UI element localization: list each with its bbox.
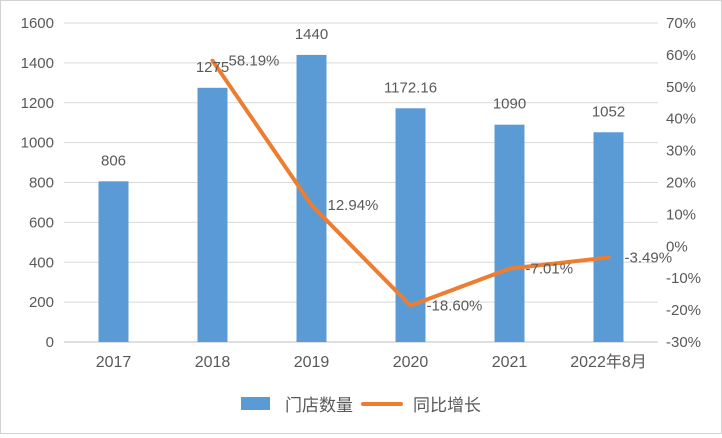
line-data-label: 58.19% xyxy=(229,53,280,70)
right-axis-tick-label: -10% xyxy=(666,270,701,287)
bar-data-label: 1172.16 xyxy=(384,79,437,96)
bar-data-label: 1090 xyxy=(493,96,526,113)
legend-item-yoy-growth[interactable]: 同比增长 xyxy=(353,391,481,416)
right-axis-tick-label: 20% xyxy=(666,175,696,192)
left-axis-tick-label: 1200 xyxy=(21,95,54,112)
bar-data-label: 1052 xyxy=(592,103,625,120)
right-axis-tick-label: 30% xyxy=(666,143,696,160)
right-axis-tick-label: 10% xyxy=(666,206,696,223)
left-axis-tick-label: 1400 xyxy=(21,55,54,72)
yoy-growth-line[interactable] xyxy=(210,58,611,308)
x-axis-category-label: 2021 xyxy=(492,354,528,371)
left-axis-tick-label: 400 xyxy=(29,254,54,271)
left-axis-tick-label: 200 xyxy=(29,294,54,311)
legend: 门店数量 同比增长 xyxy=(1,391,721,416)
left-axis-tick-label: 0 xyxy=(46,334,54,351)
right-axis-tick-label: 70% xyxy=(666,15,696,32)
line-data-label: -18.60% xyxy=(427,298,483,315)
line-swatch-icon xyxy=(361,401,403,406)
bar-data-label: 1440 xyxy=(295,26,328,43)
legend-item-store-count[interactable]: 门店数量 xyxy=(241,391,353,416)
line-data-label: 12.94% xyxy=(328,197,379,214)
bar-data-label: 806 xyxy=(101,152,126,169)
right-axis-tick-label: 0% xyxy=(666,238,688,255)
x-axis-category-label: 2017 xyxy=(96,354,132,371)
left-axis-tick-label: 800 xyxy=(29,175,54,192)
right-axis-tick-label: 40% xyxy=(666,111,696,128)
bar-swatch-icon xyxy=(241,397,270,410)
x-axis-category-label: 2018 xyxy=(195,354,231,371)
bar-2018[interactable] xyxy=(197,87,228,342)
bar-2022年8月[interactable] xyxy=(593,132,624,342)
right-axis-tick-label: 50% xyxy=(666,79,696,96)
bar-data-label: 1275 xyxy=(196,59,229,76)
right-axis-tick-label: 60% xyxy=(666,47,696,64)
legend-label-yoy-growth: 同比增长 xyxy=(413,396,481,415)
bar-2019[interactable] xyxy=(296,54,327,343)
line-data-label: -3.49% xyxy=(625,249,673,266)
right-axis-tick-label: -30% xyxy=(666,334,701,351)
left-axis-tick-label: 1600 xyxy=(21,15,54,32)
left-axis-tick-label: 1000 xyxy=(21,135,54,152)
right-axis-tick-label: -20% xyxy=(666,302,701,319)
bar-2017[interactable] xyxy=(98,181,129,342)
bar-2021[interactable] xyxy=(494,124,525,343)
x-axis-category-label: 2020 xyxy=(393,354,429,371)
left-axis-tick-label: 600 xyxy=(29,214,54,231)
x-axis-category-label: 2019 xyxy=(294,354,330,371)
x-axis-category-label: 2022年8月 xyxy=(570,353,647,371)
line-data-label: -7.01% xyxy=(526,261,574,278)
legend-label-store-count: 门店数量 xyxy=(285,396,353,415)
